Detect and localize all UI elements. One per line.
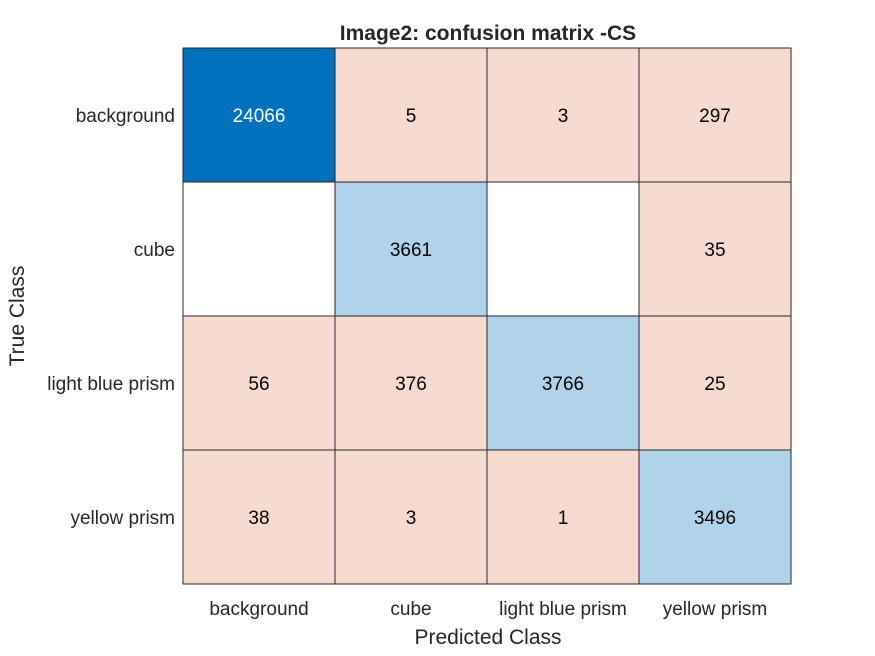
matrix-cell-r3-c3 — [638, 449, 792, 585]
col-label-3: yellow prism — [663, 599, 768, 620]
row-label-0: background — [76, 106, 175, 127]
matrix-cell-r3-c2 — [486, 449, 640, 585]
row-label-1: cube — [134, 240, 175, 261]
cell-value-r3-c1: 3 — [406, 508, 417, 529]
matrix-cell-r2-c1 — [334, 315, 488, 451]
cell-value-r3-c3: 3496 — [694, 508, 736, 529]
cell-value-r2-c2: 3766 — [542, 374, 584, 395]
matrix-cells: 24066 5 3 297 3661 35 56 376 3766 25 38 3 1 3496 — [182, 47, 792, 585]
x-axis-label: Predicted Class — [414, 626, 561, 649]
col-label-2: light blue prism — [499, 599, 627, 620]
chart-title: Image2: confusion matrix -CS — [340, 22, 636, 45]
matrix-cell-r1-c0 — [182, 181, 336, 317]
y-axis-label: True Class — [6, 266, 29, 367]
matrix-cell-r0-c3 — [638, 47, 792, 183]
matrix-cell-r0-c2 — [486, 47, 640, 183]
row-label-2: light blue prism — [47, 374, 175, 395]
cell-value-r2-c1: 376 — [395, 374, 427, 395]
cell-value-r3-c2: 1 — [558, 508, 569, 529]
cell-value-r3-c0: 38 — [248, 508, 269, 529]
matrix-cell-r1-c3 — [638, 181, 792, 317]
matrix-cell-r1-c1 — [334, 181, 488, 317]
cell-value-r0-c0: 24066 — [233, 106, 286, 127]
matrix-cell-r0-c1 — [334, 47, 488, 183]
row-label-3: yellow prism — [70, 508, 175, 529]
cell-value-r2-c3: 25 — [704, 374, 725, 395]
col-label-0: background — [209, 599, 308, 620]
cell-value-r0-c3: 297 — [699, 106, 731, 127]
cell-value-r2-c0: 56 — [248, 374, 269, 395]
cell-value-r1-c3: 35 — [704, 240, 725, 261]
matrix-cell-r0-c0 — [182, 47, 336, 183]
cell-value-r0-c2: 3 — [558, 106, 569, 127]
matrix-cell-r3-c1 — [334, 449, 488, 585]
col-label-1: cube — [390, 599, 431, 620]
matrix-cell-r1-c2 — [486, 181, 640, 317]
column-tick-labels: background cube light blue prism yellow pri… — [209, 599, 767, 620]
cell-value-r1-c1: 3661 — [390, 240, 432, 261]
row-tick-labels: background cube light blue prism yellow pri… — [47, 106, 175, 529]
cell-value-r0-c1: 5 — [406, 106, 417, 127]
matrix-cell-r2-c3 — [638, 315, 792, 451]
